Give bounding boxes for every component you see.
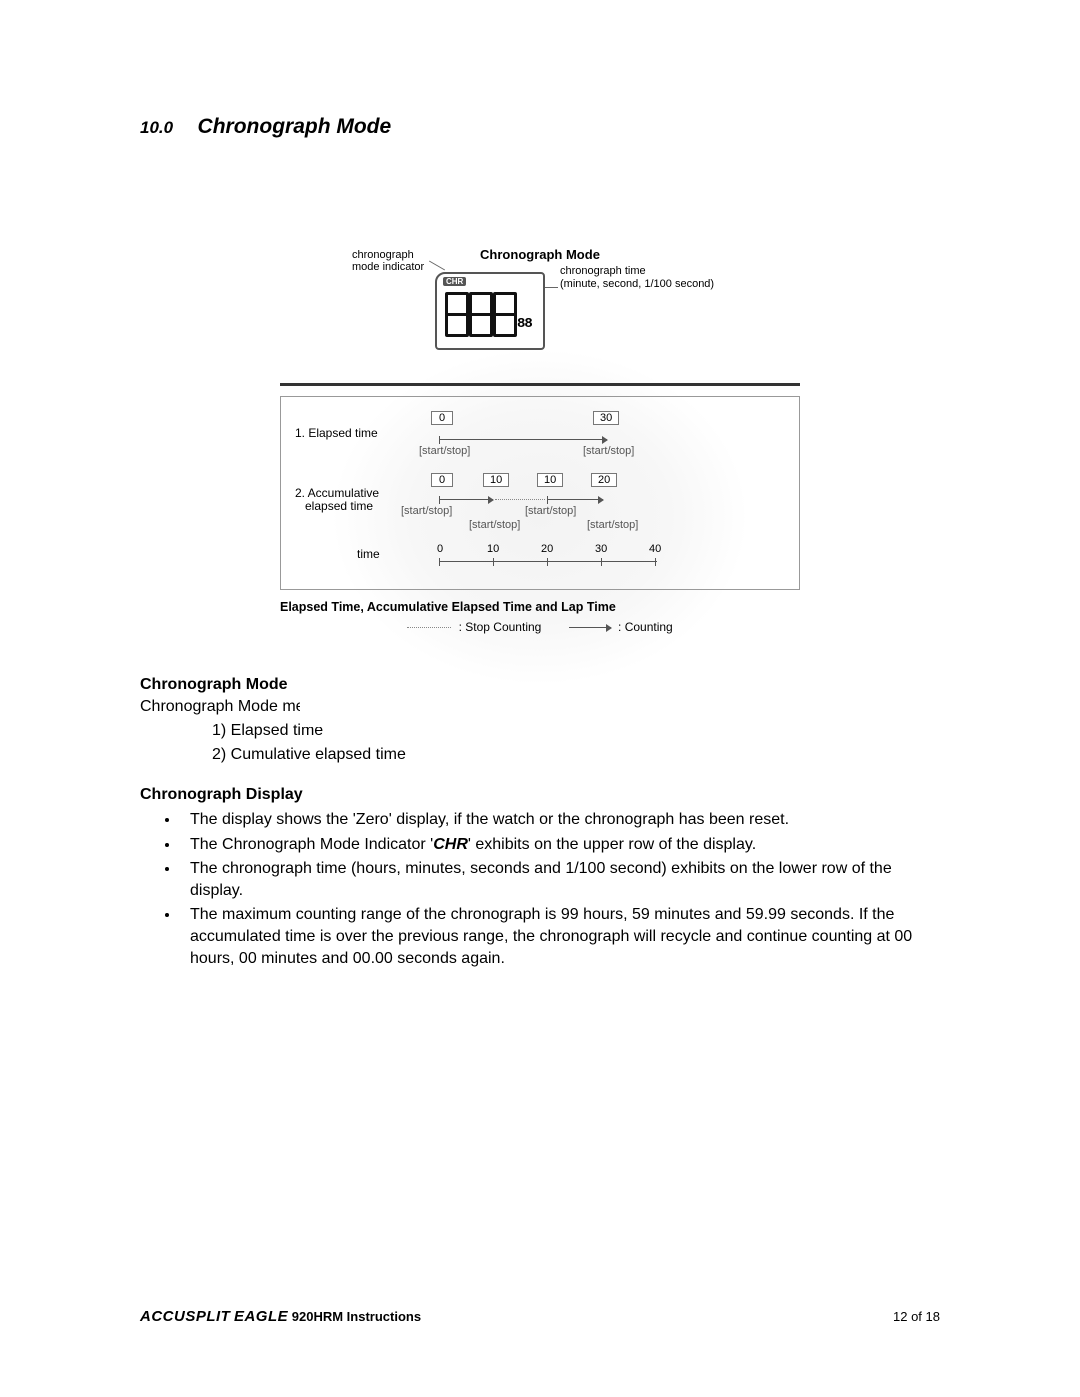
- timeline-diagram: 1. Elapsed time 0 30 [start/stop] [start…: [280, 396, 800, 590]
- legend-arrow-line: [569, 627, 611, 628]
- reading-box: 10: [537, 473, 563, 487]
- text-fragment: ' exhibits on the upper row of the displ…: [468, 836, 756, 853]
- lcd-digit: [445, 292, 467, 334]
- axis-tick-label: 40: [649, 543, 661, 555]
- row-label-accum: 2. Accumulative elapsed time: [295, 487, 379, 513]
- lcd-digit: [493, 292, 515, 334]
- brand-eagle: EAGLE: [234, 1308, 288, 1325]
- callout-line-left: [429, 261, 445, 271]
- start-stop-label: [start/stop]: [583, 445, 634, 457]
- legend-stop-label: : Stop Counting: [459, 620, 542, 634]
- list-item: 2) Cumulative elapsed time: [212, 743, 940, 767]
- timeline-dotted: [495, 499, 545, 500]
- callout-left-line2: mode indicator: [352, 261, 424, 273]
- start-stop-label: [start/stop]: [525, 505, 576, 517]
- bullet-list: The display shows the 'Zero' display, if…: [180, 808, 940, 971]
- timeline-solid: [547, 499, 603, 500]
- subhead-chronograph-display: Chronograph Display: [140, 784, 940, 806]
- footer-left: ACCUSPLIT EAGLE 920HRM Instructions: [140, 1308, 421, 1325]
- brand-accusplit: ACCUSPLIT: [140, 1308, 230, 1325]
- axis-tick-label: 20: [541, 543, 553, 555]
- reading-box: 0: [431, 411, 453, 425]
- start-stop-label: [start/stop]: [419, 445, 470, 457]
- axis-line: [439, 561, 657, 562]
- callout-chrono-time: chronograph time (minute, second, 1/100 …: [560, 265, 714, 291]
- reading-box: 20: [591, 473, 617, 487]
- list-item: The maximum counting range of the chrono…: [180, 903, 936, 971]
- axis-tick-label: 30: [595, 543, 607, 555]
- chr-indicator-strong: CHR: [433, 836, 468, 853]
- timeline-row-accumulative: 2. Accumulative elapsed time 0 10 10 20 …: [291, 473, 789, 539]
- axis-tick-label: 10: [487, 543, 499, 555]
- callout-right-line2: (minute, second, 1/100 second): [560, 278, 714, 290]
- section-heading: 10.0 Chronograph Mode: [140, 115, 940, 139]
- list-item: The display shows the 'Zero' display, if…: [180, 808, 936, 833]
- chronograph-illustration: chronograph mode indicator chronograph t…: [280, 247, 800, 377]
- list-item: The Chronograph Mode Indicator 'CHR' exh…: [180, 833, 936, 858]
- start-stop-label: [start/stop]: [469, 519, 520, 531]
- callout-left-line1: chronograph: [352, 249, 414, 261]
- section-number: 10.0: [140, 118, 173, 137]
- page-footer: ACCUSPLIT EAGLE 920HRM Instructions 12 o…: [140, 1308, 940, 1325]
- list-item: The chronograph time (hours, minutes, se…: [180, 857, 936, 903]
- row2-label-l2: elapsed time: [305, 499, 373, 513]
- text-fragment: The Chronograph Mode Indicator ': [190, 836, 433, 853]
- reading-box: 30: [593, 411, 619, 425]
- time-axis: time 0 10 20 30 40: [291, 545, 789, 579]
- legend-dotted-line: [407, 627, 451, 628]
- chr-badge: CHR: [443, 277, 466, 286]
- legend-count-label: : Counting: [618, 620, 673, 634]
- section-title: Chronograph Mode: [198, 115, 392, 138]
- timeline-row-elapsed: 1. Elapsed time 0 30 [start/stop] [start…: [291, 411, 789, 467]
- axis-label-time: time: [357, 547, 380, 561]
- figure-legend: : Stop Counting : Counting: [280, 620, 800, 634]
- divider-thick: [280, 383, 800, 386]
- reading-box: 0: [431, 473, 453, 487]
- callout-mode-indicator: chronograph mode indicator: [352, 249, 424, 273]
- footer-doc-title: 920HRM Instructions: [288, 1309, 421, 1324]
- lcd-small-digits: 88: [517, 316, 532, 332]
- start-stop-label: [start/stop]: [587, 519, 638, 531]
- lcd-digits: 88: [445, 292, 532, 334]
- figure-container: chronograph mode indicator chronograph t…: [280, 247, 800, 634]
- page-number: 12 of 18: [893, 1309, 940, 1324]
- figure-box: chronograph mode indicator chronograph t…: [280, 247, 800, 634]
- lcd-frame: CHR 88: [435, 272, 545, 350]
- figure-caption: Elapsed Time, Accumulative Elapsed Time …: [280, 600, 800, 614]
- timeline-solid: [439, 439, 607, 440]
- row-label-elapsed: 1. Elapsed time: [295, 427, 378, 440]
- callout-right-line1: chronograph time: [560, 265, 646, 277]
- start-stop-label: [start/stop]: [401, 505, 452, 517]
- lcd-digit: [469, 292, 491, 334]
- axis-tick-label: 0: [437, 543, 443, 555]
- reading-box: 10: [483, 473, 509, 487]
- row2-label-l1: 2. Accumulative: [295, 486, 379, 500]
- timeline-solid: [439, 499, 493, 500]
